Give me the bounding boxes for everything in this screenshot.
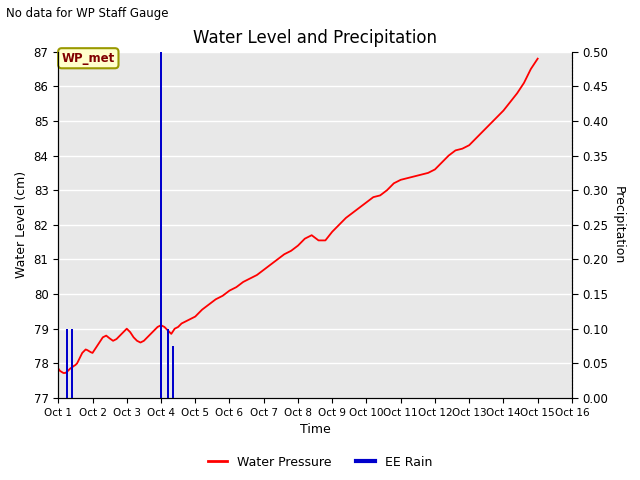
Text: No data for WP Staff Gauge: No data for WP Staff Gauge [6, 7, 169, 20]
Bar [66, 329, 68, 398]
Bar [57, 260, 60, 398]
Y-axis label: Water Level (cm): Water Level (cm) [15, 171, 28, 278]
Text: WP_met: WP_met [61, 52, 115, 65]
Bar [71, 329, 73, 398]
Bar [172, 346, 174, 398]
X-axis label: Time: Time [300, 423, 330, 436]
Bar [160, 52, 162, 398]
Legend: Water Pressure, EE Rain: Water Pressure, EE Rain [203, 451, 437, 474]
Bar [166, 329, 169, 398]
Title: Water Level and Precipitation: Water Level and Precipitation [193, 29, 437, 48]
Y-axis label: Precipitation: Precipitation [612, 186, 625, 264]
